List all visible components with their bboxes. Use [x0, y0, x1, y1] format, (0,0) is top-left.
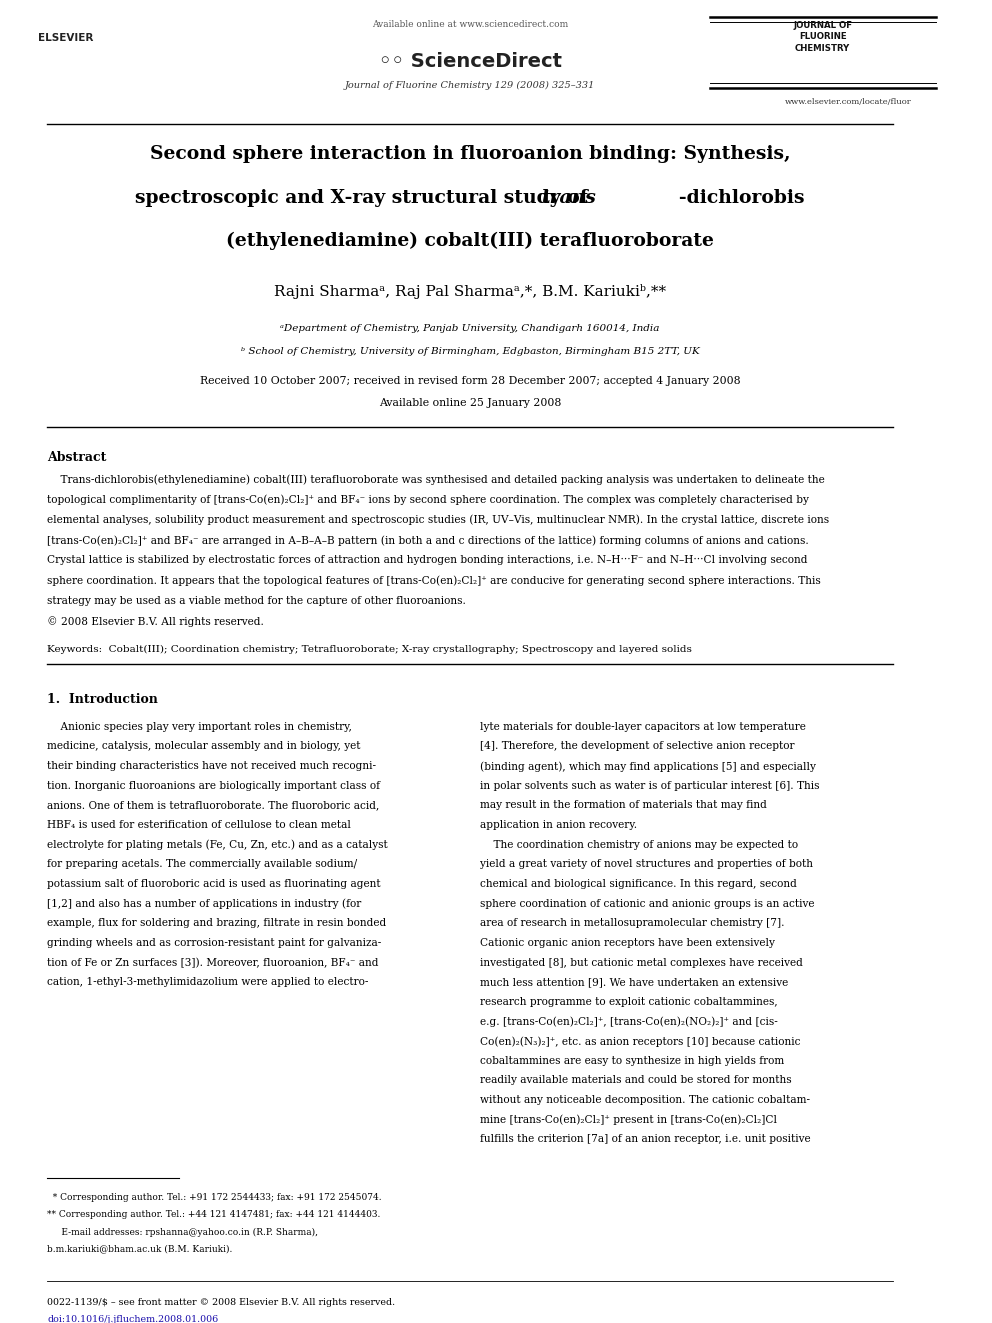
Text: their binding characteristics have not received much recogni-: their binding characteristics have not r… [47, 761, 376, 771]
Text: elemental analyses, solubility product measurement and spectroscopic studies (IR: elemental analyses, solubility product m… [47, 515, 829, 525]
Text: for preparing acetals. The commercially available sodium/: for preparing acetals. The commercially … [47, 860, 357, 869]
Text: Rajni Sharmaᵃ, Raj Pal Sharmaᵃ,*, B.M. Kariukiᵇ,**: Rajni Sharmaᵃ, Raj Pal Sharmaᵃ,*, B.M. K… [274, 284, 667, 299]
Text: Abstract: Abstract [47, 451, 106, 463]
Text: readily available materials and could be stored for months: readily available materials and could be… [479, 1076, 792, 1085]
Text: strategy may be used as a viable method for the capture of other fluoroanions.: strategy may be used as a viable method … [47, 597, 466, 606]
Text: tion of Fe or Zn surfaces [3]). Moreover, fluoroanion, BF₄⁻ and: tion of Fe or Zn surfaces [3]). Moreover… [47, 958, 379, 968]
Text: Trans-dichlorobis(ethylenediamine) cobalt(III) terafluoroborate was synthesised : Trans-dichlorobis(ethylenediamine) cobal… [47, 474, 824, 484]
Text: 0022-1139/$ – see front matter © 2008 Elsevier B.V. All rights reserved.: 0022-1139/$ – see front matter © 2008 El… [47, 1298, 395, 1307]
Text: example, flux for soldering and brazing, filtrate in resin bonded: example, flux for soldering and brazing,… [47, 918, 386, 929]
Text: chemical and biological significance. In this regard, second: chemical and biological significance. In… [479, 878, 797, 889]
Text: Second sphere interaction in fluoroanion binding: Synthesis,: Second sphere interaction in fluoroanion… [150, 146, 791, 164]
Text: Available online 25 January 2008: Available online 25 January 2008 [379, 398, 561, 409]
Text: b.m.kariuki@bham.ac.uk (B.M. Kariuki).: b.m.kariuki@bham.ac.uk (B.M. Kariuki). [47, 1245, 232, 1253]
Text: 1.  Introduction: 1. Introduction [47, 693, 158, 706]
Text: ᵃDepartment of Chemistry, Panjab University, Chandigarh 160014, India: ᵃDepartment of Chemistry, Panjab Univers… [281, 324, 660, 332]
Text: potassium salt of fluoroboric acid is used as fluorinating agent: potassium salt of fluoroboric acid is us… [47, 878, 381, 889]
Text: in polar solvents such as water is of particular interest [6]. This: in polar solvents such as water is of pa… [479, 781, 819, 791]
Text: investigated [8], but cationic metal complexes have received: investigated [8], but cationic metal com… [479, 958, 803, 967]
Text: * Corresponding author. Tel.: +91 172 2544433; fax: +91 172 2545074.: * Corresponding author. Tel.: +91 172 25… [47, 1193, 382, 1203]
Text: lyte materials for double-layer capacitors at low temperature: lyte materials for double-layer capacito… [479, 722, 806, 732]
Text: cobaltammines are easy to synthesize in high yields from: cobaltammines are easy to synthesize in … [479, 1056, 784, 1066]
Text: (ethylenediamine) cobalt(III) terafluoroborate: (ethylenediamine) cobalt(III) terafluoro… [226, 232, 714, 250]
Text: JOURNAL OF
FLUORINE
CHEMISTRY: JOURNAL OF FLUORINE CHEMISTRY [794, 21, 852, 53]
Text: spectroscopic and X-ray structural study of              -dichlorobis: spectroscopic and X-ray structural study… [135, 189, 805, 206]
Text: doi:10.1016/j.jfluchem.2008.01.006: doi:10.1016/j.jfluchem.2008.01.006 [47, 1315, 218, 1323]
Text: grinding wheels and as corrosion-resistant paint for galvaniza-: grinding wheels and as corrosion-resista… [47, 938, 381, 947]
Text: Journal of Fluorine Chemistry 129 (2008) 325–331: Journal of Fluorine Chemistry 129 (2008)… [345, 81, 595, 90]
Text: cation, 1-ethyl-3-methylimidazolium were applied to electro-: cation, 1-ethyl-3-methylimidazolium were… [47, 978, 368, 987]
Text: medicine, catalysis, molecular assembly and in biology, yet: medicine, catalysis, molecular assembly … [47, 741, 360, 751]
Text: [4]. Therefore, the development of selective anion receptor: [4]. Therefore, the development of selec… [479, 741, 794, 751]
Text: © 2008 Elsevier B.V. All rights reserved.: © 2008 Elsevier B.V. All rights reserved… [47, 617, 264, 627]
Text: e.g. [trans-Co(en)₂Cl₂]⁺, [trans-Co(en)₂(NO₂)₂]⁺ and [cis-: e.g. [trans-Co(en)₂Cl₂]⁺, [trans-Co(en)₂… [479, 1016, 778, 1027]
Text: Keywords:  Cobalt(III); Coordination chemistry; Tetrafluoroborate; X-ray crystal: Keywords: Cobalt(III); Coordination chem… [47, 644, 691, 654]
Text: area of research in metallosupramolecular chemistry [7].: area of research in metallosupramolecula… [479, 918, 784, 929]
Text: Available online at www.sciencedirect.com: Available online at www.sciencedirect.co… [372, 20, 568, 29]
Text: HBF₄ is used for esterification of cellulose to clean metal: HBF₄ is used for esterification of cellu… [47, 820, 351, 830]
Text: without any noticeable decomposition. The cationic cobaltam-: without any noticeable decomposition. Th… [479, 1095, 809, 1105]
Text: research programme to exploit cationic cobaltammines,: research programme to exploit cationic c… [479, 996, 777, 1007]
Text: sphere coordination of cationic and anionic groups is an active: sphere coordination of cationic and anio… [479, 898, 814, 909]
Text: (binding agent), which may find applications [5] and especially: (binding agent), which may find applicat… [479, 761, 815, 771]
Text: Received 10 October 2007; received in revised form 28 December 2007; accepted 4 : Received 10 October 2007; received in re… [199, 376, 740, 386]
Text: ◦◦ ScienceDirect: ◦◦ ScienceDirect [379, 53, 561, 71]
Text: mine [trans-Co(en)₂Cl₂]⁺ present in [trans-Co(en)₂Cl₂]Cl: mine [trans-Co(en)₂Cl₂]⁺ present in [tra… [479, 1115, 777, 1126]
Text: Co(en)₂(N₃)₂]⁺, etc. as anion receptors [10] because cationic: Co(en)₂(N₃)₂]⁺, etc. as anion receptors … [479, 1036, 800, 1046]
Text: ᵇ School of Chemistry, University of Birmingham, Edgbaston, Birmingham B15 2TT, : ᵇ School of Chemistry, University of Bir… [241, 347, 699, 356]
Text: Crystal lattice is stabilized by electrostatic forces of attraction and hydrogen: Crystal lattice is stabilized by electro… [47, 556, 807, 565]
Text: anions. One of them is tetrafluoroborate. The fluoroboric acid,: anions. One of them is tetrafluoroborate… [47, 800, 379, 811]
Text: Anionic species play very important roles in chemistry,: Anionic species play very important role… [47, 722, 352, 732]
Text: Cationic organic anion receptors have been extensively: Cationic organic anion receptors have be… [479, 938, 775, 947]
Text: may result in the formation of materials that may find: may result in the formation of materials… [479, 800, 767, 811]
Text: E-mail addresses: rpshanna@yahoo.co.in (R.P. Sharma),: E-mail addresses: rpshanna@yahoo.co.in (… [47, 1228, 318, 1237]
Text: tion. Inorganic fluoroanions are biologically important class of: tion. Inorganic fluoroanions are biologi… [47, 781, 380, 791]
Text: topological complimentarity of [trans-Co(en)₂Cl₂]⁺ and BF₄⁻ ions by second spher: topological complimentarity of [trans-Co… [47, 495, 808, 505]
Text: sphere coordination. It appears that the topological features of [trans-Co(en)₂C: sphere coordination. It appears that the… [47, 576, 820, 586]
Text: application in anion recovery.: application in anion recovery. [479, 820, 637, 830]
Text: much less attention [9]. We have undertaken an extensive: much less attention [9]. We have underta… [479, 978, 788, 987]
Text: ** Corresponding author. Tel.: +44 121 4147481; fax: +44 121 4144403.: ** Corresponding author. Tel.: +44 121 4… [47, 1211, 380, 1220]
Text: electrolyte for plating metals (Fe, Cu, Zn, etc.) and as a catalyst: electrolyte for plating metals (Fe, Cu, … [47, 840, 388, 851]
Text: yield a great variety of novel structures and properties of both: yield a great variety of novel structure… [479, 860, 812, 869]
Text: [trans-Co(en)₂Cl₂]⁺ and BF₄⁻ are arranged in A–B–A–B pattern (in both a and c di: [trans-Co(en)₂Cl₂]⁺ and BF₄⁻ are arrange… [47, 534, 808, 545]
Text: www.elsevier.com/locate/fluor: www.elsevier.com/locate/fluor [786, 98, 912, 106]
Text: ELSEVIER: ELSEVIER [38, 33, 93, 42]
Text: fulfills the criterion [7a] of an anion receptor, i.e. unit positive: fulfills the criterion [7a] of an anion … [479, 1134, 810, 1144]
Text: trans: trans [542, 189, 596, 206]
Text: The coordination chemistry of anions may be expected to: The coordination chemistry of anions may… [479, 840, 798, 849]
Text: [1,2] and also has a number of applications in industry (for: [1,2] and also has a number of applicati… [47, 898, 361, 909]
